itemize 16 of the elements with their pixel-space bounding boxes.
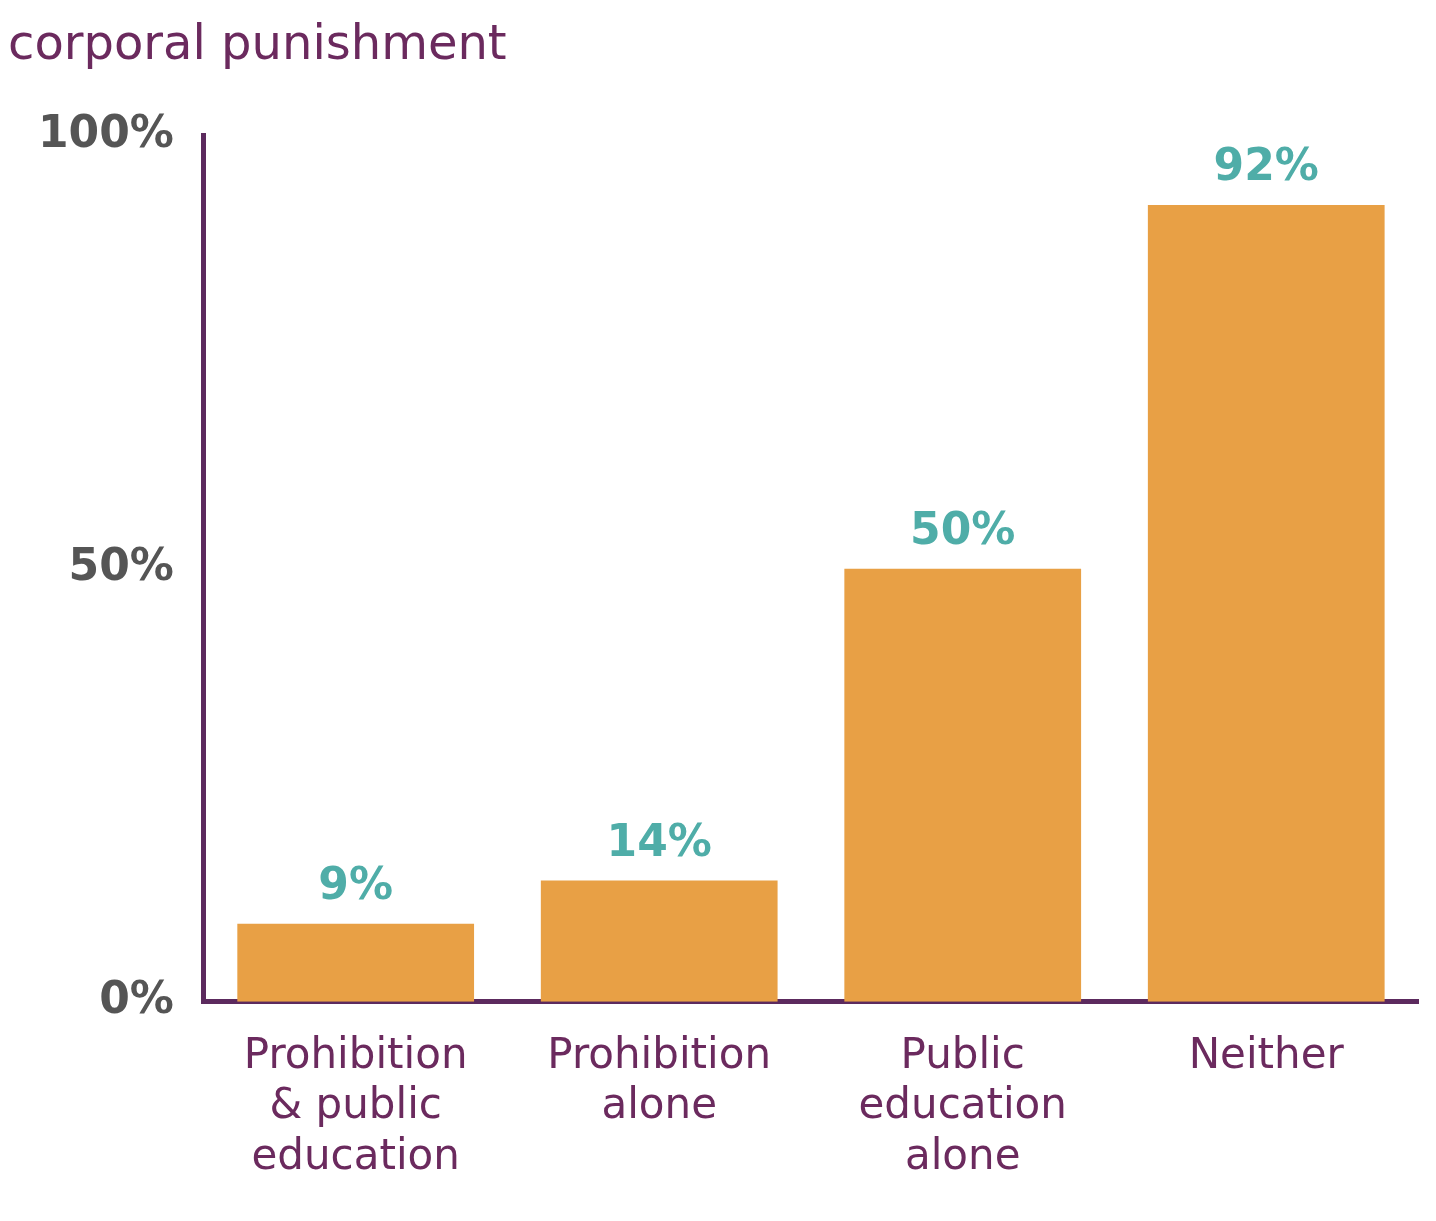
data-label: 92% — [1213, 139, 1319, 191]
y-tick-label: 50% — [68, 539, 174, 591]
data-label: 50% — [910, 503, 1016, 555]
x-tick-label: Neither — [1188, 1028, 1345, 1078]
bar — [844, 568, 1082, 1002]
x-tick-label: Public education alone — [858, 1028, 1067, 1179]
data-label: 14% — [606, 814, 712, 866]
chart-title: corporal punishment — [8, 14, 507, 71]
bar — [237, 923, 475, 1002]
bar — [1147, 204, 1385, 1002]
y-tick-label: 0% — [99, 972, 174, 1024]
bar — [540, 880, 778, 1002]
y-tick-label: 100% — [37, 106, 174, 158]
data-label: 9% — [318, 858, 394, 910]
x-tick-label: Prohibition alone — [547, 1028, 772, 1129]
x-tick-label: Prohibition & public education — [243, 1028, 468, 1179]
